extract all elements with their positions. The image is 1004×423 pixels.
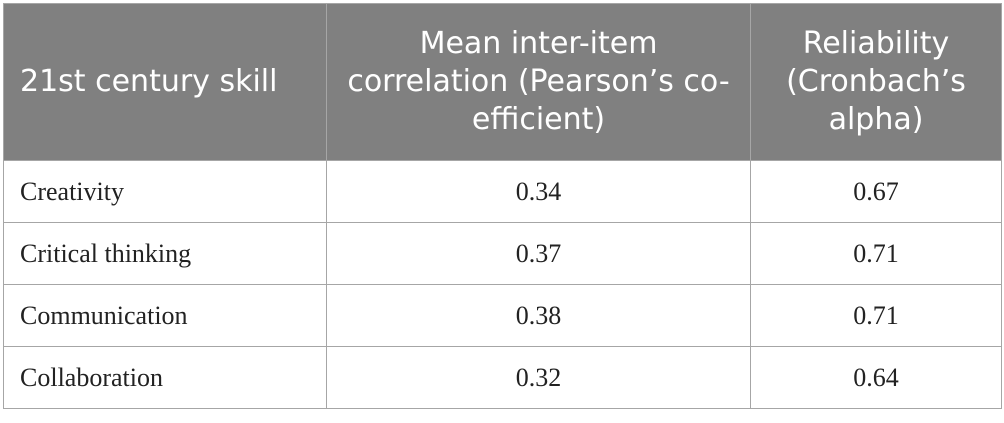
- cell-correlation: 0.32: [326, 346, 751, 409]
- cell-reliability: 0.64: [750, 346, 1002, 409]
- cell-reliability: 0.71: [750, 284, 1002, 347]
- cell-skill: Creativity: [3, 160, 327, 223]
- cell-reliability: 0.67: [750, 160, 1002, 223]
- header-reliability: Reliability (Cronbach’s alpha): [750, 3, 1002, 161]
- table-row: Creativity 0.34 0.67: [3, 160, 1002, 223]
- cell-correlation: 0.38: [326, 284, 751, 347]
- skills-reliability-table: 21st century skill Mean inter-item corre…: [3, 3, 1002, 409]
- header-correlation: Mean inter-item correlation (Pearson’s c…: [326, 3, 751, 161]
- table-body: Creativity 0.34 0.67 Critical thinking 0…: [3, 160, 1002, 409]
- cell-skill: Critical thinking: [3, 222, 327, 285]
- header-row: 21st century skill Mean inter-item corre…: [3, 3, 1002, 161]
- table-row: Communication 0.38 0.71: [3, 284, 1002, 347]
- table-row: Critical thinking 0.37 0.71: [3, 222, 1002, 285]
- header-skill: 21st century skill: [3, 3, 327, 161]
- cell-correlation: 0.37: [326, 222, 751, 285]
- cell-skill: Collaboration: [3, 346, 327, 409]
- table-header: 21st century skill Mean inter-item corre…: [3, 3, 1002, 161]
- cell-skill: Communication: [3, 284, 327, 347]
- cell-correlation: 0.34: [326, 160, 751, 223]
- table-row: Collaboration 0.32 0.64: [3, 346, 1002, 409]
- cell-reliability: 0.71: [750, 222, 1002, 285]
